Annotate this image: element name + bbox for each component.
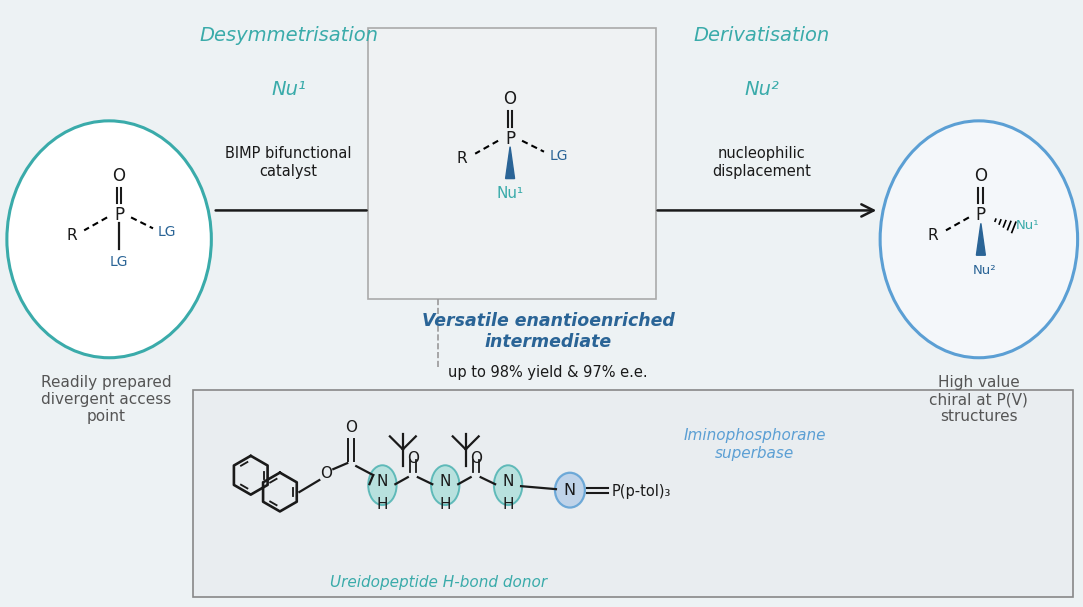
Text: Ureidopeptide H-bond donor: Ureidopeptide H-bond donor bbox=[329, 575, 547, 590]
Text: High value
chiral at P(V)
structures: High value chiral at P(V) structures bbox=[929, 375, 1029, 424]
Ellipse shape bbox=[880, 121, 1078, 358]
Text: N: N bbox=[377, 473, 388, 489]
Text: R: R bbox=[67, 228, 78, 243]
Text: O: O bbox=[975, 166, 988, 185]
Text: P: P bbox=[976, 206, 986, 225]
Text: R: R bbox=[928, 228, 938, 243]
Text: Nu²: Nu² bbox=[744, 81, 779, 100]
Text: O: O bbox=[470, 451, 482, 466]
Text: O: O bbox=[504, 90, 517, 108]
Text: Versatile enantioenriched
intermediate: Versatile enantioenriched intermediate bbox=[421, 312, 675, 351]
Text: Iminophosphorane
superbase: Iminophosphorane superbase bbox=[683, 428, 825, 461]
Text: Nu¹: Nu¹ bbox=[496, 186, 524, 201]
Text: Derivatisation: Derivatisation bbox=[693, 25, 830, 45]
Text: Nu¹: Nu¹ bbox=[1016, 219, 1040, 232]
FancyBboxPatch shape bbox=[368, 29, 655, 299]
Text: nucleophilic
displacement: nucleophilic displacement bbox=[712, 146, 811, 179]
Polygon shape bbox=[977, 223, 986, 255]
Text: R: R bbox=[457, 151, 468, 166]
Text: LG: LG bbox=[158, 225, 177, 239]
Text: O: O bbox=[345, 420, 357, 435]
Ellipse shape bbox=[494, 465, 522, 505]
Text: O: O bbox=[407, 451, 419, 466]
Text: BIMP bifunctional
catalyst: BIMP bifunctional catalyst bbox=[225, 146, 352, 179]
Ellipse shape bbox=[368, 465, 396, 505]
Text: P: P bbox=[505, 130, 516, 148]
Text: H: H bbox=[377, 497, 388, 512]
Ellipse shape bbox=[6, 121, 211, 358]
Ellipse shape bbox=[431, 465, 459, 505]
Text: N: N bbox=[440, 473, 451, 489]
Text: LG: LG bbox=[109, 255, 129, 269]
Text: LG: LG bbox=[550, 149, 569, 163]
Text: O: O bbox=[321, 466, 332, 481]
Ellipse shape bbox=[554, 473, 585, 507]
Text: N: N bbox=[564, 483, 576, 498]
Text: O: O bbox=[113, 166, 126, 185]
Text: H: H bbox=[440, 497, 451, 512]
Text: P: P bbox=[114, 206, 125, 225]
Text: H: H bbox=[503, 497, 513, 512]
Text: up to 98% yield & 97% e.e.: up to 98% yield & 97% e.e. bbox=[448, 365, 648, 380]
Polygon shape bbox=[506, 147, 514, 178]
Text: Readily prepared
divergent access
point: Readily prepared divergent access point bbox=[41, 375, 171, 424]
Text: P(p-tol)₃: P(p-tol)₃ bbox=[612, 484, 671, 498]
Text: Nu²: Nu² bbox=[973, 263, 996, 277]
Text: Nu¹: Nu¹ bbox=[271, 81, 306, 100]
Text: N: N bbox=[503, 473, 513, 489]
Text: Desymmetrisation: Desymmetrisation bbox=[199, 25, 378, 45]
FancyBboxPatch shape bbox=[193, 390, 1072, 597]
